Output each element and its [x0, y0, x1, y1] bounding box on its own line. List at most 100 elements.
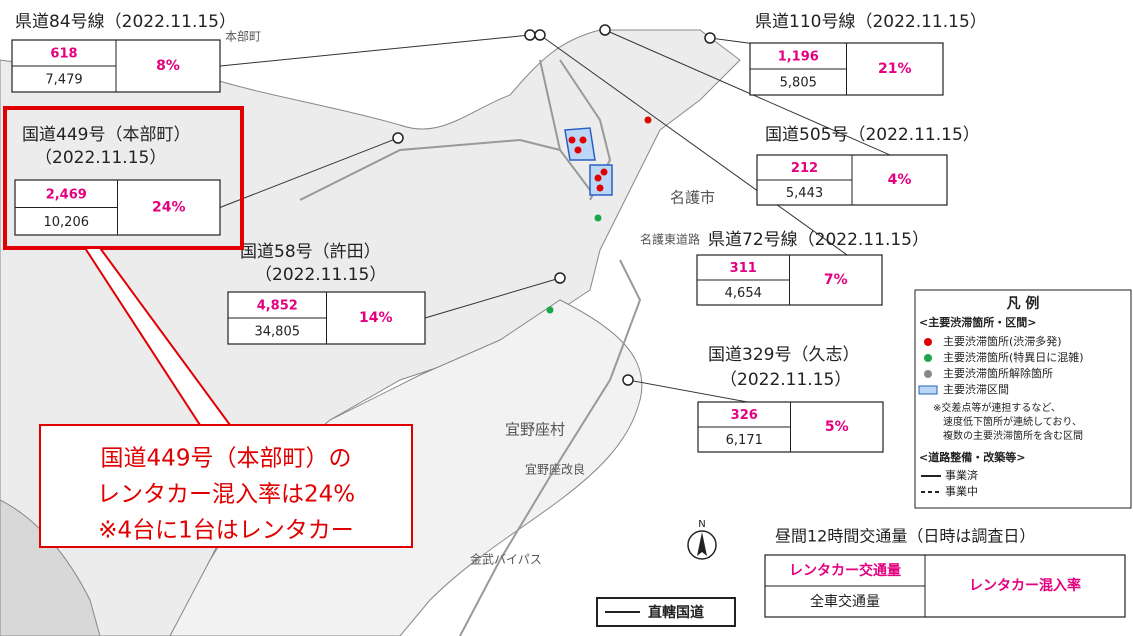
map-label: 名護市 [670, 189, 715, 207]
leader-line [424, 277, 561, 319]
station-date: （2022.11.15） [720, 370, 851, 390]
key-rental: レンタカー交通量 [789, 562, 901, 579]
rental-rate: 4% [888, 172, 912, 188]
survey-point [534, 29, 546, 41]
leader-line [219, 137, 399, 208]
compass-needle [697, 532, 707, 556]
survey-point [622, 374, 634, 386]
direct-road-label: 直轄国道 [648, 604, 704, 621]
legend-note: 速度低下箇所が連続しており、 [943, 415, 1082, 428]
station-title: 県道72号線（2022.11.15） [708, 230, 929, 250]
congestion-point [579, 136, 587, 144]
rental-rate: 5% [825, 419, 849, 435]
station: 県道110号線（2022.11.15） 1,196 5,805 21% [749, 12, 987, 96]
total-volume: 10,206 [44, 215, 90, 230]
callout-line: 国道449号（本部町）の [101, 446, 352, 472]
legend-section: <主要渋滞箇所・区間> [919, 315, 1036, 329]
map-label: 本部町 [225, 29, 261, 44]
stations: 県道84号線（2022.11.15）6187,4798%県道110号線（2022… [11, 12, 987, 453]
total-volume: 5,443 [786, 186, 823, 201]
station: 国道329号（久志） （2022.11.15） 326 6,171 5% [697, 345, 884, 453]
station-date: （2022.11.15） [848, 125, 979, 145]
station-date: （2022.11.15） [105, 12, 236, 32]
congestion-point [568, 136, 576, 144]
legend-dot [924, 370, 932, 378]
rental-volume: 2,469 [46, 187, 87, 202]
total-volume: 34,805 [255, 325, 301, 340]
congestion-point [594, 174, 602, 182]
legend-item: 主要渋滞箇所(渋滞多発) [943, 334, 1062, 348]
key-total: 全車交通量 [810, 593, 880, 610]
station-title: 国道505号（2022.11.15） [765, 125, 980, 145]
legend-box [914, 289, 1132, 509]
congestion-point [574, 146, 582, 154]
map-label: 宜野座村 [505, 421, 565, 439]
rental-volume: 311 [730, 261, 757, 276]
callout-line: レンタカー混入率は24% [97, 482, 355, 508]
legend-item: 主要渋滞箇所(特異日に混雑) [943, 350, 1084, 364]
callout-line: ※4台に1台はレンタカー [98, 518, 354, 544]
total-volume: 5,805 [780, 76, 817, 91]
total-volume: 6,171 [726, 433, 763, 448]
station-name: 県道110号線 [755, 12, 855, 32]
station-title: 県道84号線（2022.11.15） [15, 12, 236, 32]
station-date: （2022.11.15） [855, 12, 986, 32]
congestion-point [600, 168, 608, 176]
survey-point [392, 132, 404, 144]
leader-lines [219, 24, 948, 428]
congestion-point [644, 116, 652, 124]
callout-box [39, 424, 413, 548]
key-rate: レンタカー混入率 [969, 577, 1081, 594]
station: 県道84号線（2022.11.15） 618 7,479 8% [11, 12, 236, 93]
total-volume: 4,654 [725, 286, 762, 301]
station-date: （2022.11.15） [798, 230, 929, 250]
station: 国道505号（2022.11.15） 212 5,443 4% [756, 125, 980, 206]
map-label: 宜野座改良 [525, 462, 585, 477]
station: 国道58号（許田） （2022.11.15） 4,852 34,805 14% [227, 242, 426, 345]
legend-note: 複数の主要渋滞箇所を含む区間 [943, 429, 1083, 442]
rental-rate: 7% [824, 272, 848, 288]
legend-section: <道路整備・改築等> [919, 450, 1025, 464]
station-date: （2022.11.15） [255, 265, 386, 285]
congestion-point [546, 306, 554, 314]
legend-dot [924, 338, 932, 346]
key-caption: 昼間12時間交通量（日時は調査日） [775, 527, 1035, 546]
rental-rate: 24% [152, 200, 186, 216]
leader-line [539, 34, 883, 281]
legend: 凡 例 <主要渋滞箇所・区間> 主要渋滞箇所(渋滞多発) 主要渋滞箇所(特異日に混雑)… [914, 289, 1132, 509]
rental-volume: 212 [791, 161, 818, 176]
legend-item: 事業中 [945, 485, 978, 498]
station-name: 県道84号線 [15, 12, 105, 32]
station-name: 県道72号線 [708, 230, 798, 250]
legend-dot [924, 354, 932, 362]
rental-rate: 14% [359, 310, 393, 326]
legend-swatch [918, 385, 938, 395]
legend-note: ※交差点等が連担するなど、 [933, 401, 1061, 414]
legend-item: 事業済 [945, 468, 978, 482]
station-name: 国道329号（久志） [708, 345, 859, 365]
total-volume: 7,479 [45, 73, 82, 88]
rental-rate: 21% [878, 61, 912, 77]
station: 国道449号（本部町） （2022.11.15） 2,469 10,206 24% [14, 125, 221, 236]
rental-volume: 326 [731, 408, 758, 423]
survey-point [704, 32, 716, 44]
legend-item: 主要渋滞箇所解除箇所 [943, 366, 1053, 380]
rental-rate: 8% [156, 58, 180, 74]
compass-n: N [698, 519, 705, 530]
station: 県道72号線（2022.11.15） 311 4,654 7% [696, 230, 929, 306]
highlight-frame [3, 106, 244, 250]
leader-line [219, 34, 531, 67]
rental-volume: 1,196 [778, 50, 819, 65]
rental-volume: 4,852 [257, 299, 298, 314]
rental-volume: 618 [50, 47, 77, 62]
survey-point [554, 272, 566, 284]
congestion-point [596, 184, 604, 192]
map-label: 名護東道路 [640, 232, 700, 247]
station-name: 国道505号 [765, 125, 848, 145]
map-label: 金武バイパス [470, 552, 542, 567]
survey-point [524, 29, 536, 41]
